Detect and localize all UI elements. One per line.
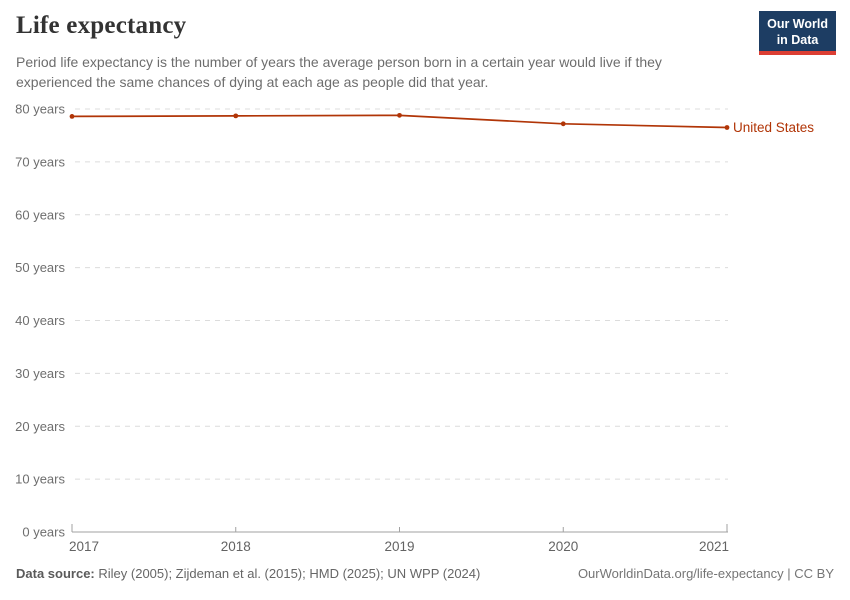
x-tick-label-2017: 2017 <box>69 539 99 554</box>
y-tick-label-30: 30 years <box>15 366 65 381</box>
data-point-2017[interactable] <box>69 114 75 119</box>
owid-logo-line1: Our World <box>767 17 828 31</box>
owid-url-link[interactable]: OurWorldinData.org/life-expectancy <box>577 566 784 581</box>
data-source-label: Data source: <box>16 566 95 581</box>
y-tick-label-70: 70 years <box>15 154 65 169</box>
y-tick-label-50: 50 years <box>15 260 65 275</box>
data-point-2019[interactable] <box>397 112 402 118</box>
x-tick-label-2020: 2020 <box>548 539 578 554</box>
page-title: Life expectancy <box>16 12 187 39</box>
y-tick-label-40: 40 years <box>15 313 65 328</box>
y-tick-label-0: 0 years <box>22 525 65 540</box>
y-tick-label-20: 20 years <box>15 419 65 434</box>
data-point-2020[interactable] <box>560 121 566 127</box>
footer-separator: | <box>787 566 791 581</box>
data-source-text: Riley (2005); Zijdeman et al. (2015); HM… <box>98 566 481 581</box>
data-point-2021[interactable] <box>724 125 730 130</box>
series-label-united-states[interactable]: United States <box>733 120 814 135</box>
data-source-note: Data source: Riley (2005); Zijdeman et a… <box>16 566 480 581</box>
y-tick-label-60: 60 years <box>15 207 65 222</box>
license-label[interactable]: CC BY <box>794 566 834 581</box>
owid-logo-line2: in Data <box>776 33 819 47</box>
chart-subtitle: Period life expectancy is the number of … <box>16 54 662 90</box>
x-tick-label-2018: 2018 <box>221 539 251 554</box>
footer-attribution: OurWorldinData.org/life-expectancy | CC … <box>578 566 834 581</box>
chart-footer: Data source: Riley (2005); Zijdeman et a… <box>0 566 850 581</box>
y-tick-label-10: 10 years <box>15 472 65 487</box>
owid-logo[interactable]: Our World in Data <box>759 11 836 55</box>
data-point-2018[interactable] <box>233 113 239 119</box>
x-tick-label-2021: 2021 <box>699 539 729 554</box>
y-tick-label-80: 80 years <box>15 102 65 117</box>
x-tick-label-2019: 2019 <box>384 539 414 554</box>
